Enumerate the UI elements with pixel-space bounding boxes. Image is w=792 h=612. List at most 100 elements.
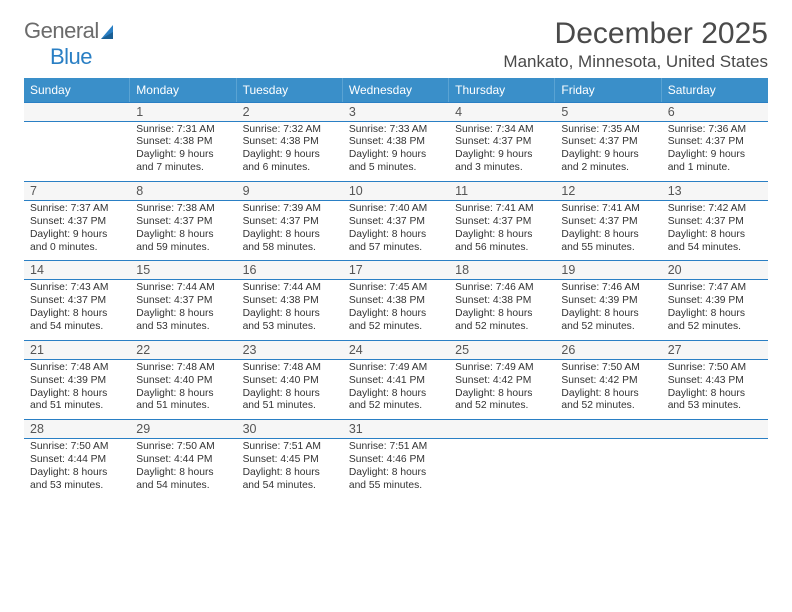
- day-sunrise: Sunrise: 7:42 AM: [668, 203, 764, 216]
- day-number: 31: [343, 420, 449, 438]
- day-daylight2: and 52 minutes.: [455, 400, 551, 413]
- day-cell: Sunrise: 7:49 AMSunset: 4:42 PMDaylight:…: [449, 360, 555, 419]
- day-number: 28: [24, 420, 130, 438]
- day-sunrise: Sunrise: 7:48 AM: [136, 362, 232, 375]
- day-sunrise: Sunrise: 7:41 AM: [455, 203, 551, 216]
- day-number: 1: [130, 103, 236, 121]
- day-sunset: Sunset: 4:38 PM: [349, 295, 445, 308]
- day-cell: Sunrise: 7:46 AMSunset: 4:39 PMDaylight:…: [555, 280, 661, 339]
- day-sunrise: Sunrise: 7:48 AM: [243, 362, 339, 375]
- day-sunrise: Sunrise: 7:45 AM: [349, 282, 445, 295]
- day-sunrise: Sunrise: 7:50 AM: [136, 441, 232, 454]
- day-number: 8: [130, 182, 236, 200]
- day-number: 14: [24, 261, 130, 279]
- day-number: 19: [555, 261, 661, 279]
- week-daynum-row: 28293031: [24, 419, 768, 439]
- day-sunrise: Sunrise: 7:46 AM: [561, 282, 657, 295]
- day-sunset: Sunset: 4:42 PM: [561, 375, 657, 388]
- day-cell: Sunrise: 7:49 AMSunset: 4:41 PMDaylight:…: [343, 360, 449, 419]
- day-daylight2: and 54 minutes.: [668, 242, 764, 255]
- day-sunrise: Sunrise: 7:51 AM: [243, 441, 339, 454]
- day-cell: Sunrise: 7:46 AMSunset: 4:38 PMDaylight:…: [449, 280, 555, 339]
- day-daylight1: Daylight: 8 hours: [668, 308, 764, 321]
- day-sunrise: Sunrise: 7:51 AM: [349, 441, 445, 454]
- day-cell: Sunrise: 7:50 AMSunset: 4:44 PMDaylight:…: [130, 439, 236, 498]
- day-sunset: Sunset: 4:40 PM: [136, 375, 232, 388]
- day-number: 4: [449, 103, 555, 121]
- day-sunset: Sunset: 4:38 PM: [455, 295, 551, 308]
- day-number: 30: [237, 420, 343, 438]
- day-daylight2: and 52 minutes.: [561, 400, 657, 413]
- day-sunset: Sunset: 4:37 PM: [561, 216, 657, 229]
- day-sunrise: Sunrise: 7:48 AM: [30, 362, 126, 375]
- dow-monday: Monday: [130, 78, 236, 102]
- day-sunset: Sunset: 4:38 PM: [349, 136, 445, 149]
- day-sunrise: Sunrise: 7:44 AM: [136, 282, 232, 295]
- day-daylight1: Daylight: 9 hours: [243, 149, 339, 162]
- day-daylight2: and 52 minutes.: [349, 400, 445, 413]
- day-sunrise: Sunrise: 7:49 AM: [349, 362, 445, 375]
- logo-sail-icon: [99, 23, 119, 41]
- day-sunset: Sunset: 4:40 PM: [243, 375, 339, 388]
- location-subtitle: Mankato, Minnesota, United States: [503, 52, 768, 72]
- day-number: 10: [343, 182, 449, 200]
- day-daylight1: Daylight: 8 hours: [561, 229, 657, 242]
- dow-saturday: Saturday: [662, 78, 768, 102]
- dow-friday: Friday: [555, 78, 661, 102]
- day-cell: Sunrise: 7:44 AMSunset: 4:38 PMDaylight:…: [237, 280, 343, 339]
- day-number: 23: [237, 341, 343, 359]
- day-cell: Sunrise: 7:39 AMSunset: 4:37 PMDaylight:…: [237, 201, 343, 260]
- page-header: General Blue December 2025 Mankato, Minn…: [24, 18, 768, 72]
- week-row: Sunrise: 7:31 AMSunset: 4:38 PMDaylight:…: [24, 122, 768, 181]
- day-daylight1: Daylight: 8 hours: [349, 388, 445, 401]
- day-sunrise: Sunrise: 7:41 AM: [561, 203, 657, 216]
- day-cell: Sunrise: 7:31 AMSunset: 4:38 PMDaylight:…: [130, 122, 236, 181]
- day-daylight2: and 51 minutes.: [243, 400, 339, 413]
- day-sunset: Sunset: 4:45 PM: [243, 454, 339, 467]
- dow-sunday: Sunday: [24, 78, 130, 102]
- day-daylight1: Daylight: 9 hours: [668, 149, 764, 162]
- day-cell: [449, 439, 555, 498]
- day-number: 18: [449, 261, 555, 279]
- day-sunrise: Sunrise: 7:50 AM: [561, 362, 657, 375]
- day-sunset: Sunset: 4:42 PM: [455, 375, 551, 388]
- day-daylight2: and 53 minutes.: [136, 321, 232, 334]
- day-number: 7: [24, 182, 130, 200]
- day-daylight2: and 52 minutes.: [455, 321, 551, 334]
- day-cell: Sunrise: 7:41 AMSunset: 4:37 PMDaylight:…: [555, 201, 661, 260]
- day-sunrise: Sunrise: 7:47 AM: [668, 282, 764, 295]
- day-cell: Sunrise: 7:50 AMSunset: 4:43 PMDaylight:…: [662, 360, 768, 419]
- day-cell: Sunrise: 7:48 AMSunset: 4:39 PMDaylight:…: [24, 360, 130, 419]
- day-daylight1: Daylight: 8 hours: [561, 388, 657, 401]
- day-sunrise: Sunrise: 7:36 AM: [668, 124, 764, 137]
- week-row: Sunrise: 7:43 AMSunset: 4:37 PMDaylight:…: [24, 280, 768, 339]
- day-cell: Sunrise: 7:51 AMSunset: 4:45 PMDaylight:…: [237, 439, 343, 498]
- day-daylight1: Daylight: 8 hours: [349, 229, 445, 242]
- day-sunset: Sunset: 4:44 PM: [136, 454, 232, 467]
- day-daylight2: and 56 minutes.: [455, 242, 551, 255]
- day-daylight1: Daylight: 8 hours: [30, 308, 126, 321]
- day-sunset: Sunset: 4:38 PM: [136, 136, 232, 149]
- day-cell: Sunrise: 7:41 AMSunset: 4:37 PMDaylight:…: [449, 201, 555, 260]
- day-daylight1: Daylight: 8 hours: [668, 229, 764, 242]
- day-cell: Sunrise: 7:38 AMSunset: 4:37 PMDaylight:…: [130, 201, 236, 260]
- day-cell: Sunrise: 7:50 AMSunset: 4:42 PMDaylight:…: [555, 360, 661, 419]
- day-daylight1: Daylight: 8 hours: [243, 467, 339, 480]
- week-row: Sunrise: 7:50 AMSunset: 4:44 PMDaylight:…: [24, 439, 768, 498]
- day-daylight1: Daylight: 8 hours: [136, 308, 232, 321]
- week-daynum-row: 21222324252627: [24, 340, 768, 360]
- day-sunset: Sunset: 4:37 PM: [668, 136, 764, 149]
- day-daylight1: Daylight: 9 hours: [30, 229, 126, 242]
- day-number: 26: [555, 341, 661, 359]
- day-cell: [24, 122, 130, 181]
- day-daylight2: and 53 minutes.: [243, 321, 339, 334]
- day-cell: [662, 439, 768, 498]
- day-sunset: Sunset: 4:41 PM: [349, 375, 445, 388]
- day-sunset: Sunset: 4:44 PM: [30, 454, 126, 467]
- day-daylight1: Daylight: 8 hours: [561, 308, 657, 321]
- day-sunset: Sunset: 4:38 PM: [243, 295, 339, 308]
- day-sunrise: Sunrise: 7:35 AM: [561, 124, 657, 137]
- day-daylight1: Daylight: 8 hours: [455, 388, 551, 401]
- day-daylight1: Daylight: 8 hours: [136, 467, 232, 480]
- day-sunset: Sunset: 4:39 PM: [30, 375, 126, 388]
